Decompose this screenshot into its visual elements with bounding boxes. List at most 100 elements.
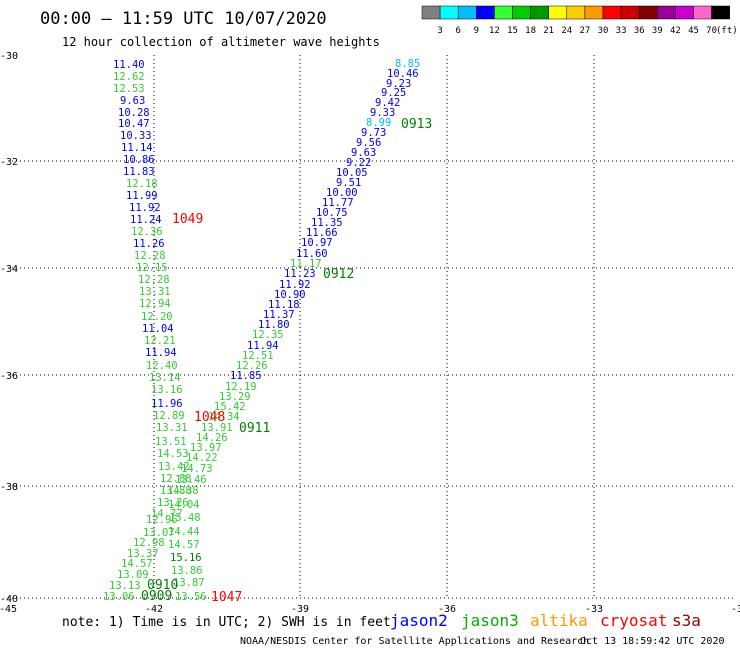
wave-height-value: 11.18 (268, 299, 300, 311)
pass-time-label: 0911 (239, 421, 270, 436)
longitude-tick: -36 (438, 604, 456, 615)
wave-height-value: 11.35 (311, 217, 343, 229)
wave-height-value: 10.33 (120, 130, 152, 142)
latitude-tick: -32 (0, 157, 18, 168)
wave-height-value: 13.88 (160, 485, 192, 497)
wave-height-value: 9.25 (381, 87, 406, 99)
colorbar-label: 36 (634, 26, 645, 36)
wave-height-value: 11.77 (322, 197, 354, 209)
colorbar-swatch (457, 5, 477, 20)
wave-height-value: 10.00 (326, 187, 358, 199)
wave-height-value: 12.40 (146, 360, 178, 372)
wave-height-value: 9.33 (370, 107, 395, 119)
wave-height-value: 13.06 (103, 591, 135, 603)
wave-height-value: 13.09 (117, 569, 149, 581)
colorbar-swatch (711, 5, 730, 20)
wave-height-value: 13.37 (127, 548, 159, 560)
colorbar-swatch (675, 5, 694, 20)
longitude-tick: -30 (731, 604, 740, 615)
colorbar-swatch (548, 5, 568, 20)
wave-height-value: 15.16 (170, 552, 202, 564)
colorbar-swatch (421, 5, 441, 20)
colorbar-label: 30 (598, 26, 609, 36)
wave-height-value: 11.17 (290, 258, 322, 270)
wave-height-value: 11.60 (296, 248, 328, 260)
wave-height-value: 8.99 (366, 117, 391, 129)
wave-height-value: 13.97 (190, 442, 222, 454)
wave-height-value: 11.85 (230, 370, 262, 382)
wave-height-value: 12.36 (131, 226, 163, 238)
colorbar-unit: (ft) (716, 26, 738, 36)
legend-entry-cryosat: cryosat (600, 611, 667, 630)
legend-entry-s3a: s3a (672, 611, 701, 630)
wave-height-value: 11.37 (263, 309, 295, 321)
wave-height-value: 11.14 (121, 142, 153, 154)
pass-time-label: 0910 (147, 578, 178, 593)
wave-height-value: 14.04 (168, 499, 200, 511)
credit-text: NOAA/NESDIS Center for Satellite Applica… (240, 636, 589, 647)
map-grid (8, 55, 736, 599)
colorbar-label: 12 (489, 26, 500, 36)
wave-height-value: 10.90 (274, 289, 306, 301)
colorbar-swatch (476, 5, 495, 20)
colorbar-swatch (530, 5, 549, 20)
wave-height-value: 13.91 (201, 422, 233, 434)
colorbar-swatch (638, 5, 658, 20)
wave-height-value: 13.31 (156, 422, 188, 434)
wave-height-value: 12.51 (242, 350, 274, 362)
wave-height-value: 10.05 (336, 167, 368, 179)
wave-height-value: 11.92 (129, 202, 161, 214)
wave-height-value: 12.28 (138, 274, 170, 286)
wave-height-value: 14.22 (186, 452, 218, 464)
wave-height-value: 12.53 (113, 83, 145, 95)
colorbar-swatch (693, 5, 712, 20)
wave-height-value: 12.62 (113, 71, 145, 83)
pass-time-label: 0912 (323, 267, 354, 282)
longitude-tick: -39 (291, 604, 309, 615)
wave-height-value: 12.21 (144, 335, 176, 347)
latitude-tick: -30 (0, 51, 18, 62)
colorbar-label: 27 (579, 26, 590, 36)
wave-height-value: 8.85 (395, 58, 420, 70)
legend-entry-jason3: jason3 (461, 611, 519, 630)
wave-height-value: 13.87 (173, 577, 205, 589)
longitude-tick: -33 (585, 604, 603, 615)
pass-time-label: 1049 (172, 212, 203, 227)
wave-height-value: 14.53 (157, 448, 189, 460)
wave-height-value: 11.94 (247, 340, 279, 352)
wave-height-value: 12.88 (160, 473, 192, 485)
colorbar-label: 18 (525, 26, 536, 36)
wave-height-value: 12.96 (146, 514, 178, 526)
colorbar-label: 6 (455, 26, 460, 36)
wave-height-value: 12.26 (236, 360, 268, 372)
wave-height-value: 11.04 (142, 323, 174, 335)
wave-height-value: 13.51 (155, 436, 187, 448)
wave-height-value: 10.86 (123, 154, 155, 166)
latitude-tick-labels: -30 -32 -34 -36 -38 -40 (0, 51, 18, 605)
latitude-tick: -34 (0, 264, 18, 275)
wave-height-value: 13.42 (158, 461, 190, 473)
wave-height-value: 10.46 (387, 68, 419, 80)
longitude-tick: -45 (0, 604, 17, 615)
wave-height-value: 13.86 (171, 565, 203, 577)
colorbar-label: 39 (652, 26, 663, 36)
wave-height-value: 9.63 (120, 95, 145, 107)
wave-height-measurements: 11.4012.6212.539.6310.2810.4710.3311.141… (103, 58, 420, 603)
colorbar-label: 24 (561, 26, 572, 36)
wave-height-value: 13.13 (109, 580, 141, 592)
wave-height-value: 10.28 (118, 107, 150, 119)
wave-height-value: 12.28 (134, 250, 166, 262)
wave-height-value: 12.98 (133, 537, 165, 549)
wave-height-value: 11.26 (133, 238, 165, 250)
wave-height-value: 11.23 (284, 268, 316, 280)
wave-height-value: 13.07 (143, 527, 175, 539)
colorbar-label: 15 (507, 26, 518, 36)
generated-timestamp: Oct 13 18:59:42 UTC 2020 (580, 636, 725, 647)
wave-height-value: 11.40 (113, 59, 145, 71)
wave-height-value: 11.92 (279, 279, 311, 291)
wave-height-value: 10.47 (118, 118, 150, 130)
wave-height-value: 14.44 (168, 526, 200, 538)
colorbar-swatch (512, 5, 531, 20)
